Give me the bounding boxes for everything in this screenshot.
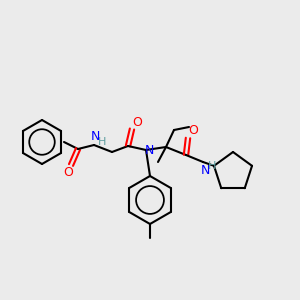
Text: N: N <box>90 130 100 143</box>
Text: O: O <box>132 116 142 128</box>
Text: N: N <box>144 145 154 158</box>
Text: O: O <box>63 166 73 178</box>
Text: N: N <box>200 164 210 178</box>
Text: H: H <box>208 161 216 171</box>
Text: O: O <box>188 124 198 137</box>
Text: H: H <box>98 137 106 147</box>
